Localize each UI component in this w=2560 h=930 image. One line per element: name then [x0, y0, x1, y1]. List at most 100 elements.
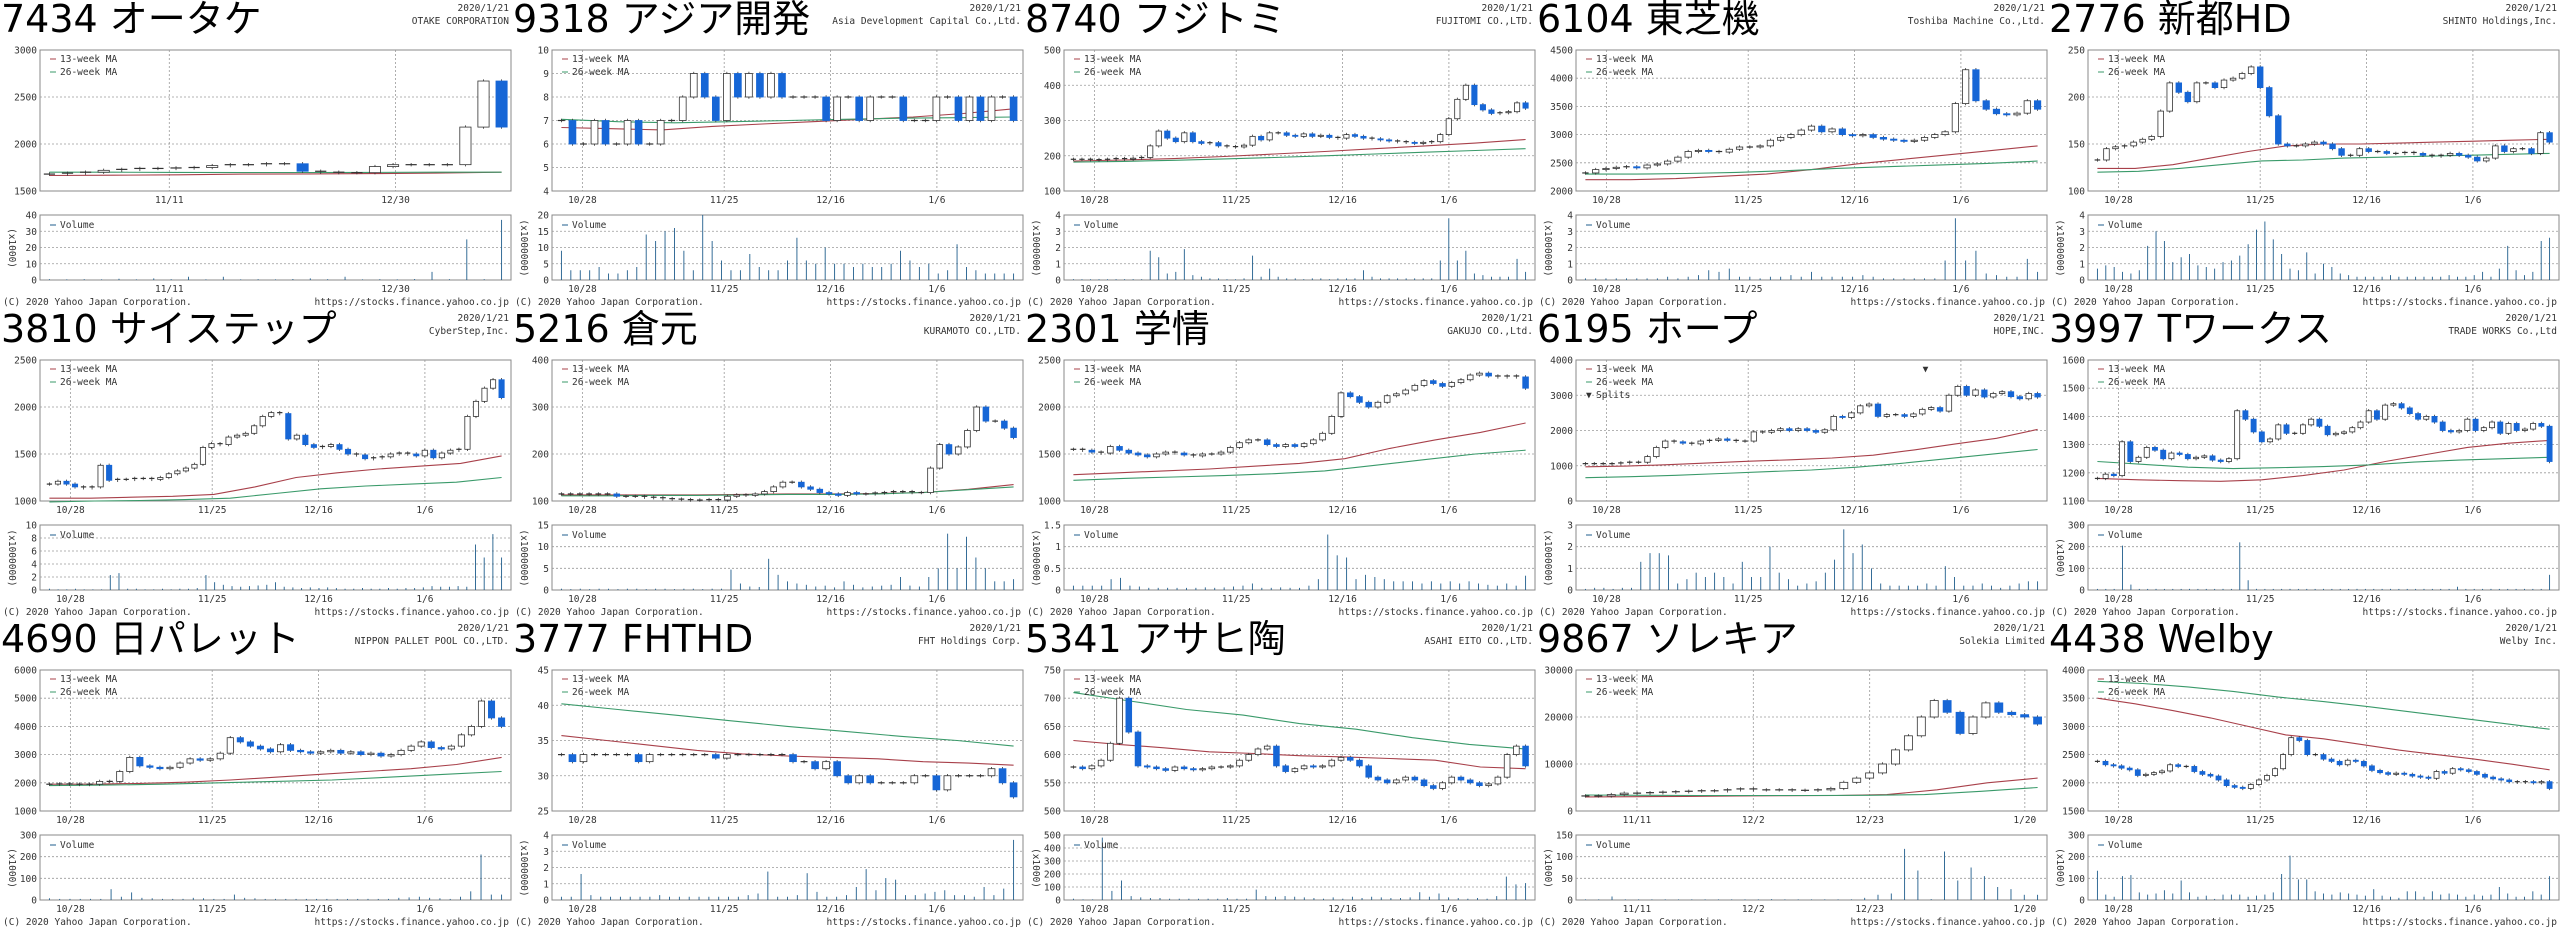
volume-x-tick-label: 11/25: [198, 904, 227, 915]
volume-y-tick-label: 0: [1567, 586, 1573, 597]
source-link[interactable]: https://stocks.finance.yahoo.co.jp: [1339, 917, 1534, 928]
candlestick: [2159, 769, 2165, 775]
ma13-legend-label: 13-week MA: [1596, 364, 1653, 375]
source-link[interactable]: https://stocks.finance.yahoo.co.jp: [827, 917, 1022, 928]
stock-chart-panel[interactable]: 2020/1/21 NIPPON PALLET POOL CO.,LTD. 1000…: [0, 620, 512, 930]
candle-body: [987, 96, 996, 121]
source-link[interactable]: https://stocks.finance.yahoo.co.jp: [315, 917, 510, 928]
stock-chart-panel[interactable]: 2020/1/21 FHT Holdings Corp. 25 30 35 40 45 10/…: [512, 620, 1024, 930]
source-link[interactable]: https://stocks.finance.yahoo.co.jp: [827, 297, 1022, 308]
candlestick: [1079, 157, 1085, 161]
candlestick: [472, 399, 480, 419]
candle-body: [2546, 425, 2553, 462]
candlestick: [1869, 132, 1877, 140]
source-link[interactable]: https://stocks.finance.yahoo.co.jp: [1851, 607, 2046, 618]
candlestick: [2530, 779, 2537, 785]
stock-chart-panel[interactable]: 2020/1/21 Welby Inc. 1500 2000 2500 3000 3500 4…: [2048, 620, 2560, 930]
candle-body: [488, 700, 496, 719]
stock-chart-panel[interactable]: 2020/1/21 FUJITOMI CO.,LTD. 100 200 300 400 50…: [1024, 0, 1536, 310]
source-link[interactable]: https://stocks.finance.yahoo.co.jp: [2363, 607, 2558, 618]
candlestick: [2203, 81, 2209, 85]
candle-body: [2308, 418, 2315, 426]
candlestick: [1125, 696, 1133, 734]
candlestick: [1189, 131, 1196, 144]
ma26-legend-label: 26-week MA: [2108, 687, 2165, 698]
source-link[interactable]: https://stocks.finance.yahoo.co.jp: [827, 607, 1022, 618]
candle-body: [1476, 372, 1483, 376]
source-link[interactable]: https://stocks.finance.yahoo.co.jp: [1851, 297, 2046, 308]
y-tick-label: 2500: [1038, 356, 1061, 367]
y-tick-label: 750: [1044, 666, 1061, 677]
source-link[interactable]: https://stocks.finance.yahoo.co.jp: [2363, 917, 2558, 928]
source-link[interactable]: https://stocks.finance.yahoo.co.jp: [315, 607, 510, 618]
candle-body: [2110, 764, 2117, 767]
candle-body: [1994, 702, 2004, 713]
candlestick: [2456, 428, 2463, 434]
company-name: Asia Development Capital Co.,Ltd.: [832, 16, 1021, 27]
candle-body: [2506, 779, 2513, 783]
stock-chart-panel[interactable]: 2020/1/21 Toshiba Machine Co.,Ltd. 2000 250…: [1536, 0, 2048, 310]
stock-chart-panel[interactable]: 2020/1/21 SHINTO Holdings,Inc. 100 150 200 25…: [2048, 0, 2560, 310]
candle-body: [1795, 428, 1802, 431]
candlestick: [1818, 124, 1826, 134]
stock-chart-panel[interactable]: 2020/1/21 KURAMOTO CO.,LTD. 100 200 300 400 10…: [512, 310, 1024, 620]
candle-body: [1941, 131, 1949, 135]
candlestick: [2139, 137, 2146, 144]
stock-chart-panel[interactable]: 2020/1/21 CyberStep,Inc. 1000 1500 2000 2500 1…: [0, 310, 512, 620]
source-link[interactable]: https://stocks.finance.yahoo.co.jp: [1339, 297, 1534, 308]
stock-chart-panel[interactable]: 2020/1/21 GAKUJO CO.,Ltd. 1000 1500 2000 2500…: [1024, 310, 1536, 620]
candlestick: [1070, 765, 1077, 769]
volume-x-tick-label: 10/28: [2104, 904, 2133, 915]
candle-body: [1273, 444, 1280, 447]
source-link[interactable]: https://stocks.finance.yahoo.co.jp: [2363, 297, 2558, 308]
candlestick: [807, 485, 814, 491]
source-link[interactable]: https://stocks.finance.yahoo.co.jp: [1339, 607, 1534, 618]
stock-chart-panel[interactable]: 2020/1/21 ASAHI EITO CO.,LTD. 500 550 600 650…: [1024, 620, 1536, 930]
candle-body: [1945, 394, 1953, 412]
stock-chart-panel[interactable]: 2020/1/21 Solekia Limited 0 10000 20000 30000…: [1536, 620, 2048, 930]
candle-body: [1910, 139, 1918, 142]
candlestick: [577, 492, 583, 496]
candlestick: [2094, 759, 2100, 764]
candle-body: [2431, 416, 2438, 423]
candlestick: [1891, 748, 1900, 766]
candle-body: [1393, 779, 1400, 784]
candlestick: [1116, 696, 1123, 746]
candle-body: [1245, 754, 1253, 761]
candlestick: [2238, 71, 2246, 80]
stock-chart-panel[interactable]: 2020/1/21 OTAKE CORPORATION 1500 2000 2500 30…: [0, 0, 512, 310]
y-tick-label: 500: [1044, 807, 1061, 818]
candle-body: [2492, 145, 2499, 159]
source-link[interactable]: https://stocks.finance.yahoo.co.jp: [1851, 917, 2046, 928]
candlestick: [206, 163, 219, 170]
source-link[interactable]: https://stocks.finance.yahoo.co.jp: [315, 297, 510, 308]
candle-body: [1448, 776, 1456, 784]
candlestick: [1582, 461, 1589, 466]
stock-chart-panel[interactable]: 2020/1/21 HOPE,INC. 0 1000 2000 3000 4000 10/28…: [1536, 310, 2048, 620]
stock-chart-panel[interactable]: 2020/1/21 TRADE WORKS Co.,Ltd 1100 1200 1300…: [2048, 310, 2560, 620]
candlestick: [2231, 783, 2238, 790]
y-tick-label: 2000: [1550, 426, 1573, 437]
stock-chart-panel[interactable]: 2020/1/21 Asia Development Capital Co.,Lt…: [512, 0, 1024, 310]
candlestick: [1139, 155, 1145, 160]
volume-y-tick-label: 20: [538, 211, 550, 222]
candlestick: [987, 95, 996, 123]
candlestick: [266, 747, 274, 754]
candle-body: [437, 747, 445, 750]
ma26-legend-label: 26-week MA: [2108, 67, 2165, 78]
y-tick-label: 500: [1044, 46, 1061, 57]
candlestick: [1968, 715, 1978, 736]
candlestick: [1646, 790, 1655, 795]
candlestick: [678, 497, 685, 502]
candlestick: [1245, 752, 1253, 762]
candlestick: [687, 497, 694, 502]
candle-body: [1998, 391, 2006, 394]
price-plot-area: [39, 669, 512, 812]
ma26-legend-label: 26-week MA: [60, 687, 117, 698]
candlestick: [2385, 770, 2391, 777]
y-tick-label: 3000: [1550, 391, 1573, 402]
candle-body: [357, 751, 365, 755]
candlestick: [743, 493, 749, 498]
candlestick: [2130, 140, 2137, 148]
